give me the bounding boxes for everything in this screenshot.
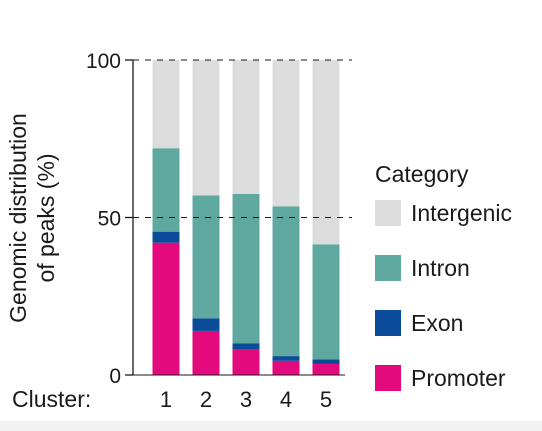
legend-label-promoter: Promoter [411,365,506,391]
bar-intron-cluster-2 [192,195,220,319]
bar-intron-cluster-4 [272,206,300,357]
legend-swatch-exon [375,310,401,336]
x-tick-label-3: 3 [240,387,252,412]
legend-swatch-intergenic [375,200,401,226]
x-tick-label-1: 1 [160,387,172,412]
bar-exon-cluster-1 [152,231,180,243]
legend-label-intergenic: Intergenic [411,200,512,226]
y-axis-label-line-2: of peaks (%) [33,153,59,282]
x-tick-label-5: 5 [320,387,332,412]
bar-promoter-cluster-1 [152,242,180,375]
x-tick-labels: 1 2 3 4 5 [160,387,332,412]
bar-intron-cluster-1 [152,148,180,232]
bar-promoter-cluster-3 [232,349,260,375]
x-tick-label-2: 2 [200,387,212,412]
x-axis-title: Cluster: [12,386,91,412]
legend-title: Category [375,161,469,187]
bars-layer [152,60,340,375]
bar-promoter-cluster-4 [272,360,300,375]
bar-intergenic-cluster-4 [272,60,300,207]
bar-promoter-cluster-2 [192,330,220,375]
bar-intergenic-cluster-3 [232,60,260,194]
stacked-bar-chart: Genomic distribution of peaks (%) 0 50 100… [5,50,512,412]
bar-intergenic-cluster-5 [312,60,340,245]
y-axis-label: Genomic distribution of peaks (%) [5,113,59,323]
legend-label-exon: Exon [411,310,463,336]
bar-intergenic-cluster-2 [192,60,220,196]
y-tick-label-100: 100 [86,50,121,73]
y-axis: 0 50 100 [86,50,352,388]
y-axis-label-line-1: Genomic distribution [5,113,31,323]
legend-swatch-promoter [375,365,401,391]
footer-strip [0,421,542,431]
bar-exon-cluster-4 [272,356,300,361]
bar-intron-cluster-5 [312,244,340,360]
legend-label-intron: Intron [411,255,470,281]
legend: Intergenic Intron Exon Promoter [375,200,512,391]
bar-promoter-cluster-5 [312,363,340,375]
bar-exon-cluster-5 [312,359,340,364]
bar-exon-cluster-3 [232,343,260,350]
legend-swatch-intron [375,255,401,281]
bar-intergenic-cluster-1 [152,60,180,149]
y-tick-label-50: 50 [98,208,121,231]
bar-intron-cluster-3 [232,193,260,344]
bar-exon-cluster-2 [192,318,220,331]
y-tick-label-0: 0 [109,365,121,388]
x-tick-label-4: 4 [280,387,292,412]
